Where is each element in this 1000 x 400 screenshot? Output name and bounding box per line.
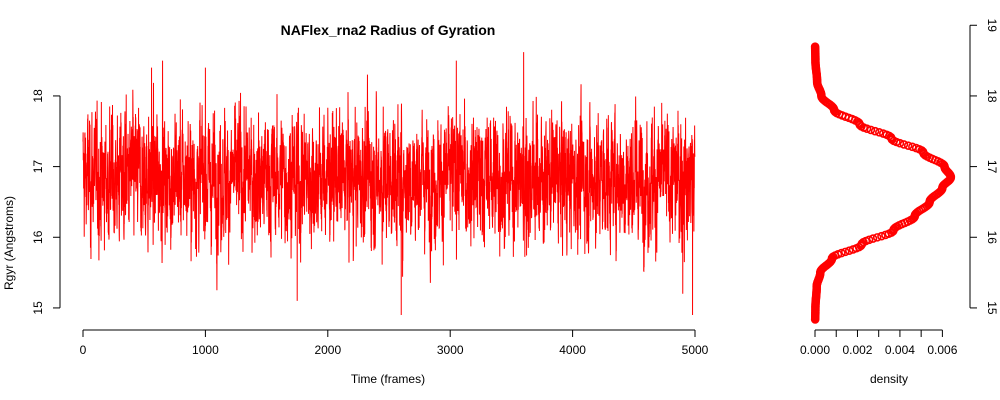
time-x-axis: 0 1000 2000 3000 4000 5000 [80,329,709,357]
y-tick-label: 15 [31,301,45,315]
x-tick-label: 5000 [682,343,709,357]
density-x-tick-label: 0.006 [927,343,957,357]
density-point [844,246,854,255]
density-panel: 15 16 17 18 19 0.000 0.002 0.004 0.006 density [800,19,999,386]
density-point [864,235,874,245]
x-tick-label: 0 [80,343,87,357]
density-point [903,141,913,150]
density-point [875,128,884,137]
density-point [899,140,909,149]
density-point [870,126,880,136]
density-y-tick-label: 15 [985,301,999,315]
rgyr-time-series-panel: 15 16 17 18 0 1000 2000 3000 4000 5000 Time (fra… [2,52,709,386]
density-point [810,42,820,51]
density-point [840,247,850,257]
density-y-axis: 15 16 17 18 19 [969,19,999,315]
chart-title: NAFlex_rna2 Radius of Gyration [281,22,496,38]
density-point [908,142,917,152]
y-tick-label: 16 [31,230,45,244]
x-tick-label: 3000 [437,343,464,357]
density-point [911,143,921,153]
density-point [868,234,878,243]
density-point [872,233,882,242]
density-x-axis-label: density [870,372,908,386]
y-tick-label: 18 [31,89,45,103]
y-axis-label: Rgyr (Angstroms) [2,196,16,290]
y-tick-label: 17 [31,160,45,174]
x-tick-label: 2000 [314,343,341,357]
density-x-axis: 0.000 0.002 0.004 0.006 [800,329,958,357]
density-x-tick-label: 0.000 [800,343,830,357]
rgyr-y-axis: 15 16 17 18 [31,89,61,315]
density-point [886,132,896,142]
density-y-tick-label: 18 [985,89,999,103]
density-x-tick-label: 0.002 [842,343,872,357]
density-point [878,129,888,138]
x-tick-label: 1000 [192,343,219,357]
density-point [866,125,876,135]
density-points [810,42,956,324]
density-y-tick-label: 16 [985,231,999,245]
x-tick-label: 4000 [559,343,586,357]
rgyr-series-line [82,52,696,316]
density-point [877,231,886,241]
density-y-tick-label: 17 [985,160,999,174]
density-y-tick-label: 19 [985,19,999,33]
density-x-tick-label: 0.004 [885,343,915,357]
density-point [837,248,846,258]
x-axis-label: Time (frames) [351,372,425,386]
